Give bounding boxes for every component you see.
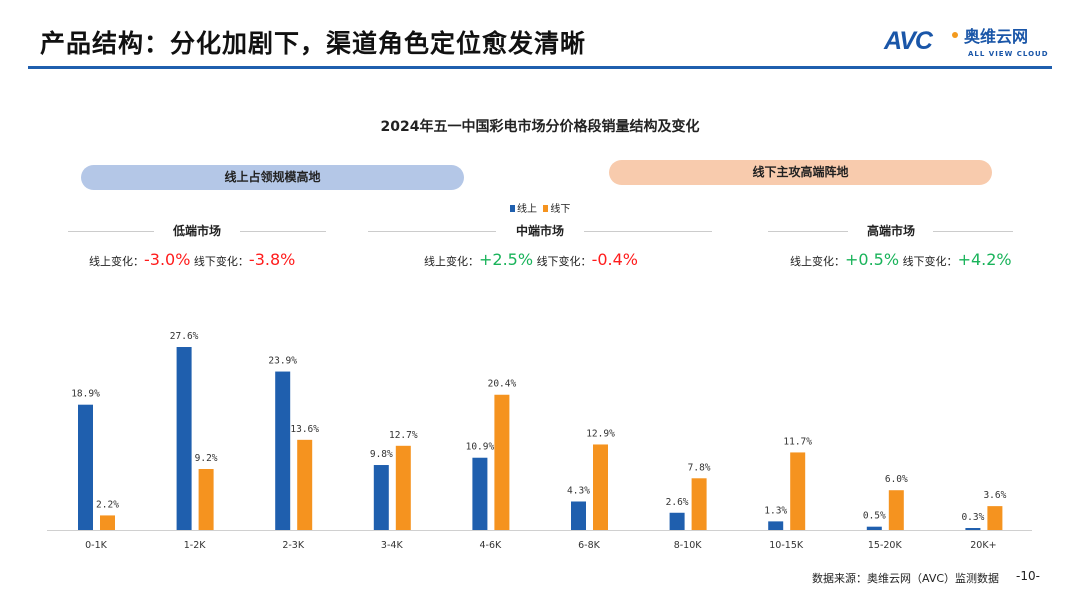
x-tick-label: 20K+ xyxy=(970,540,996,551)
segment-high: 高端市场 xyxy=(768,223,1013,239)
bar-online xyxy=(373,465,389,530)
arrow-left xyxy=(768,231,848,232)
data-source: 数据来源：奥维云网（AVC）监测数据 xyxy=(812,572,1000,585)
data-label: 13.6% xyxy=(290,424,319,435)
bar-online xyxy=(768,521,784,530)
arrow-right xyxy=(240,231,326,232)
data-label: 4.3% xyxy=(567,485,590,496)
data-label: 20.4% xyxy=(488,379,517,390)
offline-change-label: 线下变化： xyxy=(193,255,249,268)
offline-change-value: +4.2% xyxy=(957,250,1012,269)
x-tick-label: 10-15K xyxy=(769,540,804,551)
bar-online xyxy=(669,512,685,530)
bar-offline xyxy=(987,506,1003,530)
segment-low-changes: 线上变化：-3.0% 线下变化：-3.8% xyxy=(89,250,295,269)
page-number: -10- xyxy=(1016,569,1040,583)
online-change-label: 线上变化： xyxy=(790,255,845,268)
bar-offline xyxy=(593,444,608,530)
bar-online xyxy=(78,404,93,530)
data-label: 6.0% xyxy=(885,474,908,485)
offline-callout: 线下主攻高端阵地 xyxy=(609,160,992,185)
data-label: 0.5% xyxy=(863,511,886,522)
bar-offline xyxy=(790,452,806,530)
bar-online xyxy=(176,347,192,530)
x-tick-label: 15-20K xyxy=(868,540,903,551)
x-tick-label: 6-8K xyxy=(578,540,601,551)
data-label: 12.7% xyxy=(389,430,418,441)
data-label: 18.9% xyxy=(71,389,100,400)
bar-offline xyxy=(888,490,904,530)
data-label: 7.8% xyxy=(688,462,711,473)
x-tick-label: 0-1K xyxy=(85,540,108,551)
segment-mid: 中端市场 xyxy=(368,223,712,239)
x-tick-label: 1-2K xyxy=(184,540,207,551)
logo-chinese: 奥维云网 xyxy=(964,27,1029,46)
arrow-right xyxy=(584,231,712,232)
x-tick-label: 4-6K xyxy=(480,540,503,551)
header-divider xyxy=(28,66,1052,69)
online-callout: 线上占领规模高地 xyxy=(81,165,464,190)
online-change-value: +0.5% xyxy=(845,250,900,269)
legend-online: 线上 xyxy=(517,204,537,215)
offline-change-label: 线下变化： xyxy=(902,255,958,268)
segment-label: 低端市场 xyxy=(172,224,221,238)
online-change-label: 线上变化： xyxy=(424,255,479,268)
segment-label: 高端市场 xyxy=(866,224,915,238)
offline-change-label: 线下变化： xyxy=(536,255,592,268)
bar-offline xyxy=(691,478,707,530)
data-label: 23.9% xyxy=(268,356,297,367)
arrow-left xyxy=(68,231,154,232)
bar-online xyxy=(472,457,488,530)
bar-offline xyxy=(100,515,115,530)
data-label: 11.7% xyxy=(783,436,812,447)
legend-swatch-online xyxy=(510,205,515,212)
segment-mid-changes: 线上变化：+2.5% 线下变化：-0.4% xyxy=(424,250,638,269)
arrow-right xyxy=(933,231,1013,232)
online-change-label: 线上变化： xyxy=(89,255,144,268)
data-label: 2.6% xyxy=(666,497,689,508)
data-label: 9.8% xyxy=(370,449,393,460)
data-label: 27.6% xyxy=(170,331,199,342)
logo-dot xyxy=(952,32,958,38)
data-label: 9.2% xyxy=(195,453,218,464)
x-tick-label: 2-3K xyxy=(282,540,305,551)
data-label: 1.3% xyxy=(764,505,787,516)
chart-legend: 线上 线下 xyxy=(510,204,570,216)
bar-online xyxy=(275,371,291,530)
online-change-value: +2.5% xyxy=(479,250,534,269)
bar-offline xyxy=(198,469,214,530)
chart-title: 2024年五一中国彩电市场分价格段销量结构及变化 xyxy=(380,119,700,135)
offline-change-value: -3.8% xyxy=(248,250,296,269)
online-change-value: -3.0% xyxy=(144,250,191,269)
data-label: 10.9% xyxy=(466,442,495,453)
offline-change-value: -0.4% xyxy=(591,250,638,269)
logo-english: ALL VIEW CLOUD xyxy=(968,50,1049,58)
x-tick-label: 3-4K xyxy=(381,540,404,551)
data-label: 3.6% xyxy=(983,490,1006,501)
bar-offline xyxy=(395,445,411,530)
legend-swatch-offline xyxy=(543,205,549,212)
x-tick-label: 8-10K xyxy=(674,540,703,551)
data-label: 0.3% xyxy=(961,512,984,523)
segment-high-changes: 线上变化：+0.5% 线下变化：+4.2% xyxy=(790,250,1012,269)
page-title: 产品结构：分化加剧下，渠道角色定位愈发清晰 xyxy=(40,29,587,58)
avc-logo: AVC 奥维云网 ALL VIEW CLOUD xyxy=(884,26,1064,62)
segment-label: 中端市场 xyxy=(515,224,564,238)
bar-online xyxy=(965,528,981,530)
bar-offline xyxy=(297,439,313,530)
segment-low: 低端市场 xyxy=(68,223,326,239)
bar-offline xyxy=(494,394,510,530)
bar-online xyxy=(571,501,586,530)
bar-online xyxy=(866,526,882,530)
logo-mark: AVC xyxy=(884,27,933,55)
legend-offline: 线下 xyxy=(550,204,571,215)
data-label: 2.2% xyxy=(96,499,119,510)
data-label: 12.9% xyxy=(586,428,615,439)
arrow-left xyxy=(368,231,496,232)
